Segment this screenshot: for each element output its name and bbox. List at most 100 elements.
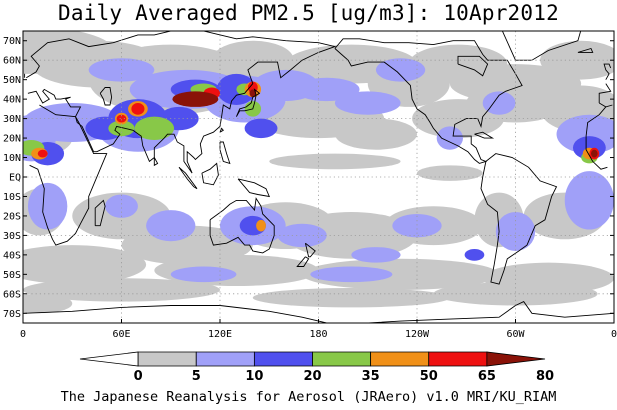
latitude-labels: 70N 60N 50N 40N 30N 20N 10N EQ 10S 20S 30S 40S 50S 60… [3, 36, 614, 320]
coastline-borneo [201, 162, 219, 186]
colorbar-swatch [428, 351, 488, 367]
lat-label: 50N [3, 75, 21, 86]
lat-label: 70S [3, 309, 21, 320]
pm25-patch [244, 118, 278, 139]
coastline-taiwan [219, 127, 224, 133]
coastline-hudson [457, 55, 489, 77]
pm25-patch [131, 103, 145, 115]
lon-label: 180 [309, 329, 327, 340]
lat-label: 50S [3, 270, 21, 281]
lat-label: 70N [3, 36, 21, 47]
colorbar-label: 35 [362, 369, 380, 384]
pm25-patch [269, 153, 401, 170]
coastlines [23, 31, 614, 323]
coastline-greenland [501, 31, 582, 61]
colorbar-label: 50 [420, 369, 438, 384]
lat-label: 30S [3, 231, 21, 242]
lon-label: 0 [20, 329, 26, 340]
pm25-patch [495, 212, 536, 251]
coastline-caspian [99, 87, 113, 106]
colorbar-swatch [79, 351, 139, 367]
colorbar-label: 80 [536, 369, 554, 384]
colorbar-swatch [195, 351, 255, 367]
contour-level-c10 [23, 58, 614, 283]
pm25-patch [23, 245, 147, 285]
pm25-patch [482, 91, 516, 115]
coastline-madagascar [94, 199, 106, 227]
pm25-patch [37, 149, 48, 158]
lon-label: 60W [506, 329, 525, 340]
pm25-patch [293, 77, 360, 102]
pm25-patch [392, 213, 442, 238]
colorbar: 0 5 10 20 35 50 65 80 [79, 351, 554, 384]
coastline-iceland [577, 47, 594, 53]
lon-label: 120E [208, 329, 232, 340]
pm25-patch [277, 223, 327, 248]
pm25-patch [116, 114, 127, 123]
map-title: Daily Averaged PM2.5 [ug/m3]: 10Apr2012 [58, 1, 559, 25]
pm25-patch [134, 116, 175, 141]
colorbar-label: 10 [245, 369, 263, 384]
colorbar-label: 20 [303, 369, 321, 384]
colorbar-label: 0 [134, 369, 143, 384]
coastline-north-america [334, 38, 523, 164]
pm25-patch [351, 247, 401, 263]
colorbar-swatch [370, 351, 430, 367]
coastline-sumatra [178, 166, 198, 190]
pm25-patch [436, 126, 463, 150]
pm25-patch [564, 171, 614, 230]
coastline-africa [29, 104, 608, 246]
colorbar-swatch [486, 351, 546, 367]
lat-label: 30N [3, 114, 21, 125]
contour-level-c80 [172, 89, 598, 158]
map-gridlines [23, 31, 614, 323]
lat-label: 60S [3, 289, 21, 300]
pm25-patch [591, 149, 598, 158]
pm25-patch [146, 210, 196, 242]
lon-label: 0 [611, 329, 617, 340]
lat-label: 20S [3, 211, 21, 222]
colorbar-label: 5 [192, 369, 201, 384]
coastline-cuba [474, 131, 495, 139]
pm25-patch [105, 194, 138, 218]
pm25-patch [540, 40, 614, 80]
lat-label: 40S [3, 250, 21, 261]
pm25-patch [170, 266, 237, 283]
coastline-europe-asia [26, 31, 613, 174]
pm25-patch [310, 266, 393, 283]
pm25-patch [417, 165, 483, 181]
pm25-patch [334, 91, 401, 115]
lat-label: 60N [3, 56, 21, 67]
coastline-antarctica-edge [23, 301, 614, 323]
coastline-new-guinea [237, 178, 271, 198]
pm25-patch [172, 91, 219, 107]
pm25-patch [375, 58, 426, 82]
lat-label: 40N [3, 95, 21, 106]
lat-label: 20N [3, 134, 21, 145]
pm25-patch [464, 249, 485, 261]
pm25-patch [23, 278, 220, 302]
pm25-patch [27, 182, 68, 230]
lon-label: 120W [405, 329, 430, 340]
colorbar-label: 65 [478, 369, 496, 384]
coastline-australia [209, 197, 275, 254]
coastline-japan [235, 88, 261, 117]
footer-credit: The Japanese Reanalysis for Aerosol (JRA… [60, 389, 557, 405]
pm25-patch [249, 89, 257, 98]
pm25-patch [252, 287, 450, 308]
lat-label: 10S [3, 192, 21, 203]
lat-label: 10N [3, 153, 21, 164]
longitude-labels: 0 60E 120E 180 120W 60W 0 [20, 319, 617, 340]
coastline-great-britain [24, 63, 612, 80]
colorbar-swatch [312, 351, 372, 367]
colorbar-swatch [253, 351, 313, 367]
coastline-sri-lanka [153, 157, 159, 167]
pm25-patch [23, 293, 73, 314]
pm25-patch [256, 219, 266, 232]
coastline-nz-south [296, 256, 310, 267]
pm25-patch [334, 118, 418, 150]
coastline-new-zealand [304, 242, 316, 258]
coastline-south-america [480, 153, 558, 285]
colorbar-swatch [137, 351, 197, 367]
